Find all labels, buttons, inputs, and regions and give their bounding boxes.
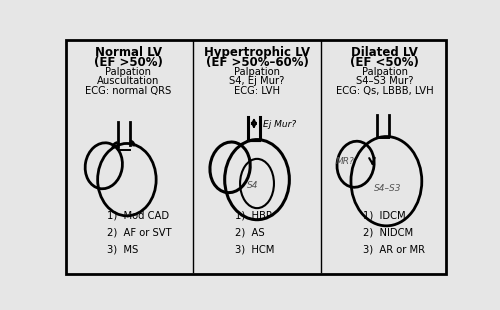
Text: Palpation: Palpation: [106, 67, 152, 77]
Text: Palpation: Palpation: [234, 67, 280, 77]
Text: S4: S4: [248, 181, 259, 190]
Text: ECG: normal QRS: ECG: normal QRS: [86, 86, 172, 96]
Text: 1)  HBP: 1) HBP: [236, 210, 273, 220]
Text: Palpation: Palpation: [362, 67, 408, 77]
Text: Auscultation: Auscultation: [97, 77, 160, 86]
Text: 1)  IDCM: 1) IDCM: [364, 210, 406, 220]
Text: 3)  MS: 3) MS: [107, 244, 138, 254]
Text: ECG: LVH: ECG: LVH: [234, 86, 280, 96]
Text: (EF <50%): (EF <50%): [350, 56, 420, 69]
Text: Normal LV: Normal LV: [95, 46, 162, 60]
Text: S4–S3 Mur?: S4–S3 Mur?: [356, 77, 414, 86]
Text: (EF >50%): (EF >50%): [94, 56, 163, 69]
Text: 2)  NIDCM: 2) NIDCM: [364, 228, 414, 237]
Text: 3)  HCM: 3) HCM: [236, 244, 275, 254]
Text: S4, Ej Mur?: S4, Ej Mur?: [230, 77, 284, 86]
Text: Ej Mur?: Ej Mur?: [263, 120, 296, 129]
Text: 3)  AR or MR: 3) AR or MR: [364, 244, 426, 254]
Text: 2)  AF or SVT: 2) AF or SVT: [107, 228, 172, 237]
Text: Dilated LV: Dilated LV: [352, 46, 418, 60]
Text: (EF >50%–60%): (EF >50%–60%): [206, 56, 308, 69]
Text: 1)  Mod CAD: 1) Mod CAD: [107, 210, 169, 220]
Text: 2)  AS: 2) AS: [236, 228, 265, 237]
Text: MR?: MR?: [336, 157, 354, 166]
Text: ECG: Qs, LBBB, LVH: ECG: Qs, LBBB, LVH: [336, 86, 434, 96]
Text: Hypertrophic LV: Hypertrophic LV: [204, 46, 310, 60]
Text: S4–S3: S4–S3: [374, 184, 402, 193]
